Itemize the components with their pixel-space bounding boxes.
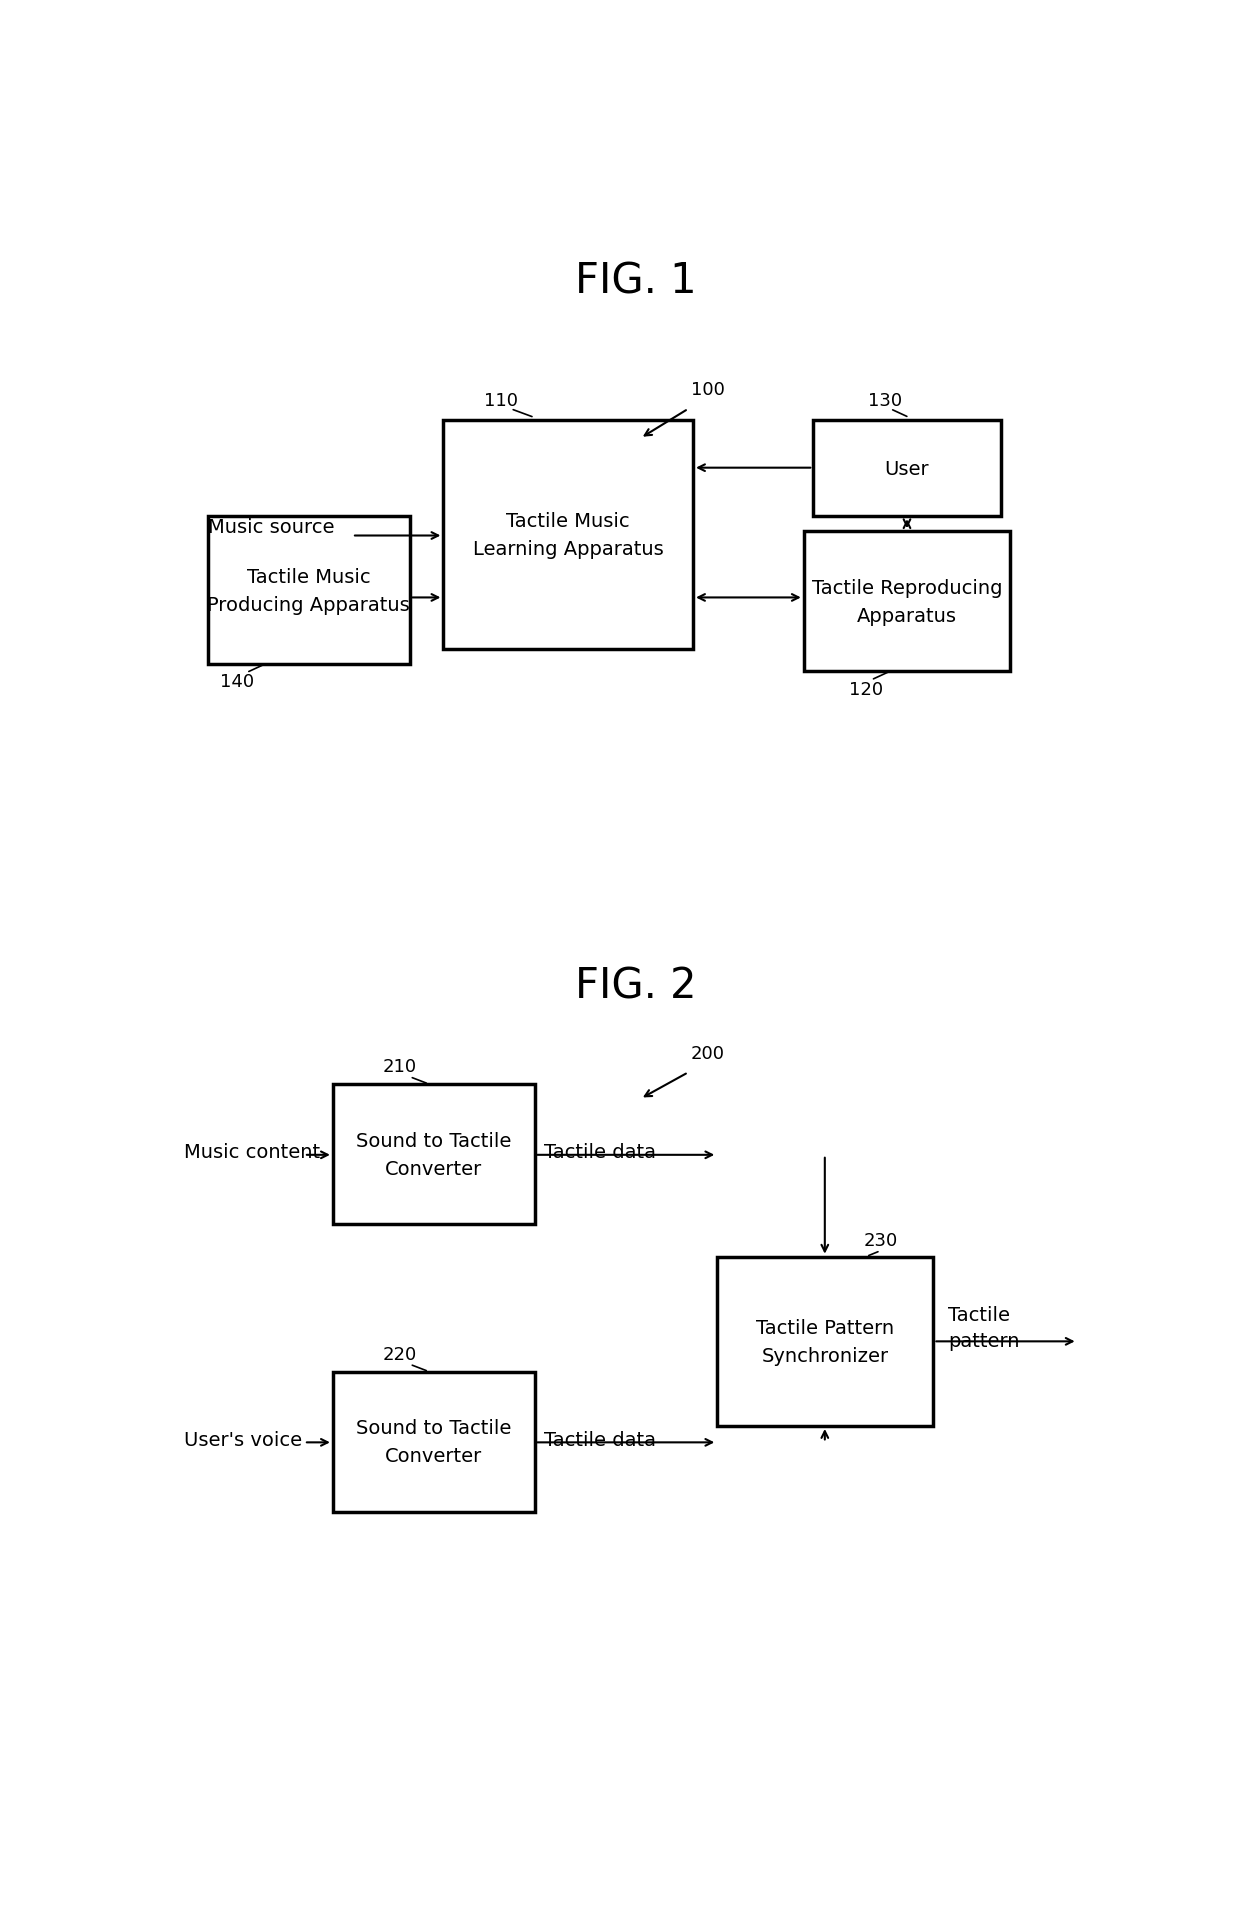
Text: 230: 230: [863, 1233, 898, 1250]
Bar: [804, 532, 1011, 672]
Bar: [813, 421, 1001, 517]
Text: 210: 210: [383, 1058, 417, 1076]
Text: Tactile data: Tactile data: [544, 1143, 656, 1162]
Text: 100: 100: [691, 381, 724, 400]
Text: 130: 130: [868, 392, 903, 410]
Text: Tactile Music
Learning Apparatus: Tactile Music Learning Apparatus: [472, 513, 663, 559]
Bar: [208, 517, 409, 664]
Text: 140: 140: [219, 674, 254, 691]
Bar: [332, 1372, 534, 1512]
Text: Sound to Tactile
Converter: Sound to Tactile Converter: [356, 1131, 511, 1177]
Bar: [332, 1085, 534, 1225]
Text: FIG. 1: FIG. 1: [574, 260, 697, 302]
Text: Tactile data: Tactile data: [544, 1430, 656, 1449]
Text: Tactile Music
Producing Apparatus: Tactile Music Producing Apparatus: [207, 567, 410, 614]
Bar: [717, 1257, 934, 1426]
Text: FIG. 2: FIG. 2: [575, 965, 696, 1007]
Text: User's voice: User's voice: [184, 1430, 303, 1449]
Text: Music content: Music content: [184, 1143, 320, 1162]
Text: Music source: Music source: [208, 519, 335, 538]
Text: Sound to Tactile
Converter: Sound to Tactile Converter: [356, 1418, 511, 1466]
Bar: [444, 421, 693, 649]
Text: 120: 120: [849, 681, 883, 699]
Text: 200: 200: [691, 1045, 724, 1062]
Text: Tactile
pattern: Tactile pattern: [947, 1305, 1019, 1351]
Text: 220: 220: [383, 1346, 417, 1363]
Text: Tactile Pattern
Synchronizer: Tactile Pattern Synchronizer: [756, 1319, 894, 1365]
Text: 110: 110: [484, 392, 518, 410]
Text: User: User: [884, 459, 929, 478]
Text: Tactile Reproducing
Apparatus: Tactile Reproducing Apparatus: [812, 578, 1002, 626]
